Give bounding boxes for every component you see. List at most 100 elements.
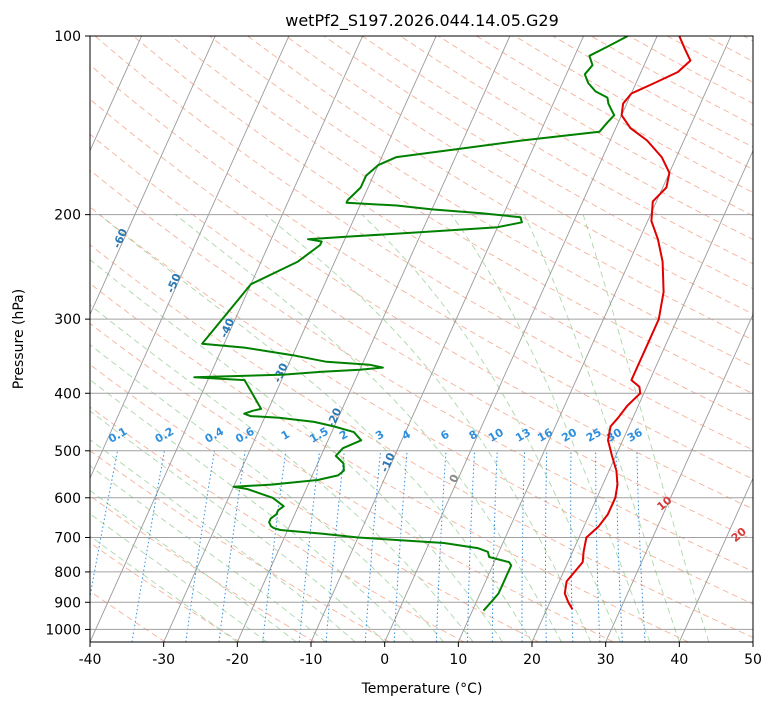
dry-adiabat-line bbox=[361, 36, 753, 265]
isotherm-label: -40 bbox=[217, 316, 237, 340]
dry-adiabat-line bbox=[667, 36, 753, 83]
isotherm-line bbox=[678, 477, 753, 642]
mixing-ratio-label: 16 bbox=[535, 426, 555, 445]
dry-adiabat-line bbox=[705, 36, 753, 62]
mixing-ratio-label: 0.1 bbox=[106, 425, 129, 446]
mixing-ratio-label: 25 bbox=[584, 426, 604, 445]
moist-adiabat-line bbox=[582, 214, 710, 642]
mixing-ratio-line bbox=[262, 450, 287, 642]
mixing-ratio-label: 0.2 bbox=[153, 425, 176, 446]
y-axis-ticks: 100 200 300 400 500 600 700 800 900 1000 bbox=[45, 29, 90, 638]
mixing-ratio-line bbox=[491, 450, 498, 642]
moist-adiabat-line bbox=[523, 214, 680, 642]
moist-adiabat-line bbox=[175, 214, 562, 642]
y-tick-label: 500 bbox=[54, 444, 81, 460]
chart-title: wetPf2_S197.2026.044.14.05.G29 bbox=[285, 11, 559, 31]
dry-adiabat-line bbox=[90, 495, 315, 642]
dry-adiabat-line bbox=[590, 36, 753, 126]
moist-adiabat-line bbox=[99, 214, 533, 642]
mixing-ratio-line bbox=[185, 450, 215, 642]
isotherm-line bbox=[457, 36, 732, 642]
mixing-ratio-label: 0.4 bbox=[203, 425, 227, 446]
mixing-ratio-label: 1 bbox=[279, 428, 292, 443]
isotherm-line bbox=[90, 36, 143, 152]
mixing-ratio-line bbox=[218, 450, 246, 642]
isotherm-label: -70 bbox=[57, 182, 77, 206]
dewpoint-profile-line bbox=[193, 36, 629, 612]
moist-adiabat-line bbox=[90, 410, 386, 642]
mixing-ratio-line bbox=[325, 450, 345, 642]
isotherm-line bbox=[605, 313, 753, 642]
isotherm-label: -30 bbox=[271, 361, 291, 385]
mixing-ratio-line bbox=[364, 450, 381, 642]
dry-adiabat-line bbox=[90, 244, 753, 638]
moist-adiabat-line bbox=[90, 304, 474, 642]
profile-series bbox=[193, 36, 692, 612]
dry-adiabat-label: 20 bbox=[729, 525, 749, 545]
dry-adiabat-line bbox=[90, 98, 753, 510]
mixing-ratio-label: 3 bbox=[373, 428, 386, 443]
y-axis-label: Pressure (hPa) bbox=[11, 289, 27, 389]
dry-adiabat-line bbox=[209, 36, 753, 367]
isotherm-line bbox=[384, 36, 658, 642]
isotherm-line bbox=[90, 36, 364, 642]
mixing-ratio-line bbox=[131, 450, 165, 642]
dry-adiabat-line bbox=[247, 36, 753, 341]
dry-adiabat-line bbox=[514, 36, 753, 171]
mixing-ratio-line bbox=[435, 450, 447, 642]
x-tick-label: 40 bbox=[670, 652, 688, 668]
y-tick-label: 400 bbox=[54, 386, 81, 402]
x-axis-ticks: -40 -30 -20 -10 0 10 20 30 40 50 bbox=[79, 642, 762, 668]
dry-adiabat-line bbox=[90, 322, 614, 642]
dry-adiabat-label: 10 bbox=[654, 493, 674, 513]
dry-adiabat-line bbox=[90, 590, 166, 642]
isotherm-line bbox=[163, 36, 437, 642]
isotherm-line bbox=[236, 36, 511, 642]
dry-adiabat-line bbox=[90, 542, 241, 642]
x-tick-label: 30 bbox=[597, 652, 615, 668]
moist-adiabat-line bbox=[361, 214, 621, 642]
dry-adiabat-line bbox=[90, 450, 390, 642]
isotherm-label: -50 bbox=[164, 271, 184, 295]
dry-adiabat-line bbox=[90, 363, 540, 642]
y-tick-label: 800 bbox=[54, 565, 81, 581]
x-tick-label: -10 bbox=[300, 652, 323, 668]
temperature-profile-line bbox=[563, 36, 692, 610]
moist-adiabat-line bbox=[90, 513, 268, 642]
mixing-ratio-label: 6 bbox=[438, 428, 451, 443]
mixing-ratio-line bbox=[570, 450, 574, 642]
x-axis-label: Temperature (°C) bbox=[361, 681, 483, 697]
moist-adiabat-line bbox=[90, 535, 238, 642]
isotherm-line bbox=[310, 36, 585, 642]
dry-adiabat-line bbox=[90, 64, 753, 480]
isotherm-label: -60 bbox=[110, 226, 130, 250]
x-tick-label: -30 bbox=[152, 652, 175, 668]
moist-adiabat-line bbox=[90, 489, 297, 642]
mixing-ratio-label: 10 bbox=[486, 426, 506, 445]
dry-adiabat-line bbox=[90, 169, 753, 572]
dry-adiabat-line bbox=[399, 36, 753, 241]
y-tick-label: 600 bbox=[54, 491, 81, 507]
y-tick-label: 1000 bbox=[45, 622, 81, 638]
moist-adiabat-line bbox=[264, 214, 592, 642]
plot-background-lines bbox=[90, 36, 753, 642]
dry-adiabat-line bbox=[90, 282, 689, 642]
dry-adiabat-line bbox=[743, 36, 753, 42]
moist-adiabat-line bbox=[90, 379, 415, 642]
dry-adiabat-line bbox=[171, 36, 753, 395]
mixing-ratio-line bbox=[521, 450, 526, 642]
x-tick-label: 20 bbox=[523, 652, 541, 668]
y-tick-label: 100 bbox=[54, 29, 81, 45]
mixing-ratio-label: 20 bbox=[559, 426, 579, 445]
isotherm-label: 0 bbox=[447, 472, 462, 485]
reference-line-labels: -100-90-80-70-60-50-40-30-20-1000.10.20.… bbox=[57, 182, 749, 545]
x-tick-label: -20 bbox=[226, 652, 249, 668]
mixing-ratio-line bbox=[595, 450, 601, 642]
isotherm-line bbox=[90, 36, 290, 480]
mixing-ratio-line bbox=[90, 450, 118, 600]
mixing-ratio-line bbox=[393, 450, 408, 642]
moist-adiabat-line bbox=[90, 344, 444, 642]
x-tick-label: 50 bbox=[744, 652, 762, 668]
